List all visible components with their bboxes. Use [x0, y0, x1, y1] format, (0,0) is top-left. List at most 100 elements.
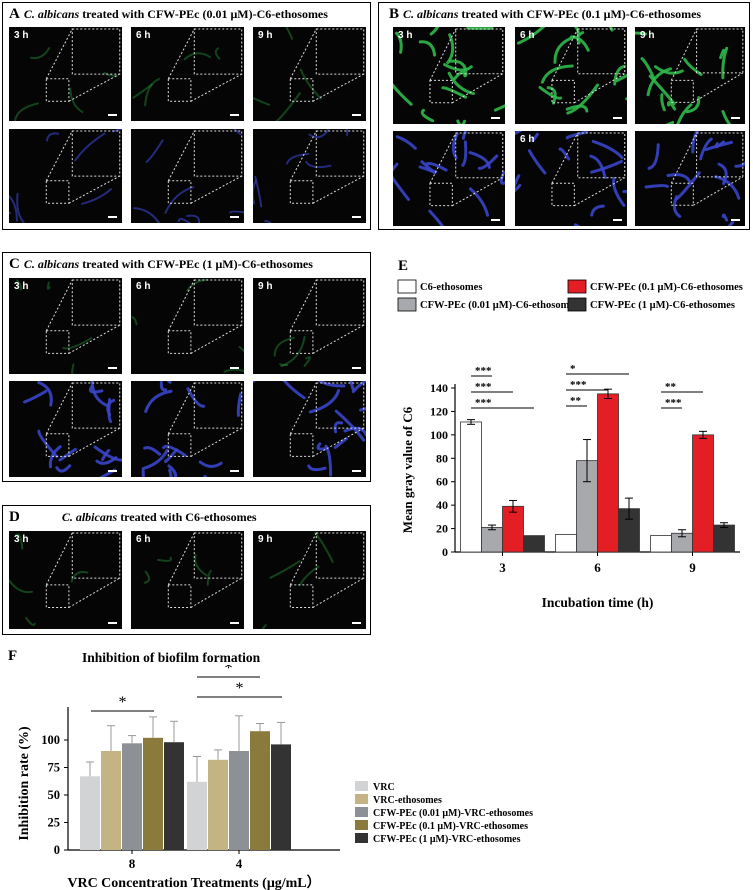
hypha-strand	[253, 179, 257, 205]
hypha-strand	[334, 409, 366, 442]
bar	[208, 759, 228, 850]
hypha-strand	[177, 217, 192, 223]
y-tick-label: 50	[48, 788, 61, 802]
hypha-strand	[308, 389, 341, 414]
hypha-strand	[30, 47, 51, 60]
hypha-strand	[590, 204, 605, 217]
x-tick-label: 9	[689, 560, 696, 575]
legend-swatch-3	[567, 297, 587, 312]
zoom-inset	[71, 532, 121, 579]
zoom-connector	[452, 177, 504, 207]
hypha-strand	[324, 444, 333, 477]
scale-bar	[108, 622, 117, 624]
hypha-strand	[317, 381, 346, 388]
scale-bar	[108, 470, 117, 472]
hypha-strand	[538, 85, 563, 100]
hypha-strand	[573, 223, 581, 226]
micro-a-top-1: 3 h	[9, 27, 122, 121]
hypha-strand	[721, 46, 729, 80]
micrograph-overlay	[131, 278, 244, 373]
hypha-strand	[269, 560, 301, 579]
zoom-region	[670, 182, 694, 206]
hypha-strand	[540, 64, 574, 84]
micro-a-bot-2	[131, 129, 244, 223]
hypha-strand	[90, 381, 108, 407]
zoom-connector	[452, 73, 504, 104]
scale-bar	[731, 117, 740, 119]
micro-c-bot-2	[131, 381, 244, 477]
hypha-strand	[93, 445, 122, 462]
hypha-strand	[307, 464, 327, 472]
hypha-strand	[16, 279, 23, 291]
zoom-inset	[315, 532, 365, 579]
hypha-strand	[727, 220, 735, 226]
hypha-strand	[721, 213, 729, 222]
micrograph-overlay	[9, 129, 122, 223]
hypha-strand	[206, 569, 212, 586]
zoom-inset	[696, 132, 744, 178]
zoom-region	[167, 584, 192, 609]
significance-mark: ***	[475, 397, 492, 409]
micrograph-overlay	[261, 531, 365, 629]
hypha-strand	[282, 381, 306, 400]
hypha-strand	[349, 381, 355, 391]
hypha-strand	[254, 175, 263, 208]
hypha-strand	[420, 108, 435, 123]
bar	[597, 393, 619, 553]
scale-bar	[230, 114, 239, 116]
bar	[143, 737, 163, 850]
hypha-strand	[565, 104, 589, 113]
scale-bar	[108, 367, 117, 369]
hypha-strand	[298, 565, 320, 587]
micrograph-overlay	[14, 28, 121, 121]
hypha-strand	[515, 131, 522, 135]
hypha-strand	[719, 48, 726, 60]
hypha-strand	[9, 211, 12, 215]
significance-mark: **	[570, 395, 582, 407]
legend-label-2: CFW-PEc (0.01 μM)-VRC-ethosomes	[373, 808, 533, 819]
zoom-inset	[193, 532, 243, 579]
hypha-strand	[441, 86, 468, 99]
scale-bar	[613, 117, 622, 119]
panel-c: C C. albicans treated with CFW-PEc (1 μM)…	[2, 252, 371, 482]
scale-bar	[491, 117, 500, 119]
micrograph-overlay	[16, 279, 121, 374]
hypha-strand	[395, 135, 417, 150]
hypha-strand	[428, 209, 445, 226]
hypha-strand	[14, 102, 40, 121]
micrograph-overlay	[253, 27, 365, 121]
hypha-strand	[591, 139, 624, 160]
hypha-strand	[665, 120, 675, 124]
hypha-strand	[530, 132, 539, 143]
hypha-strand	[46, 281, 51, 290]
hypha-strand	[70, 570, 89, 583]
micro-c-bot-3	[253, 381, 366, 477]
micro-d-1: 3 h	[9, 531, 122, 629]
micrograph-overlay	[23, 381, 122, 477]
micro-b-bot-1	[393, 131, 505, 226]
zoom-connector	[68, 324, 120, 354]
hypha-strand	[9, 579, 34, 594]
zoom-inset	[193, 130, 243, 177]
zoom-connector	[289, 28, 317, 79]
legend-swatch-1	[397, 297, 417, 312]
zoom-region	[551, 79, 575, 104]
hypha-strand	[58, 447, 77, 462]
hypha-strand	[640, 57, 656, 81]
micrograph-overlay	[132, 28, 243, 107]
bar	[80, 776, 100, 850]
bar	[250, 731, 270, 850]
hypha-strand	[162, 444, 187, 457]
zoom-inset	[71, 382, 121, 429]
hypha-strand	[451, 132, 459, 160]
y-tick-label: 80	[436, 451, 448, 465]
bar	[713, 524, 735, 553]
hypha-strand	[141, 448, 169, 471]
hypha-strand	[558, 147, 571, 161]
hypha-strand	[456, 119, 467, 124]
legend-label-4: CFW-PEc (1 μM)-VRC-ethosomes	[373, 834, 521, 845]
scale-bar	[230, 622, 239, 624]
zoom-connector	[45, 382, 73, 435]
hypha-strand	[393, 83, 413, 106]
hypha-strand	[236, 392, 243, 417]
